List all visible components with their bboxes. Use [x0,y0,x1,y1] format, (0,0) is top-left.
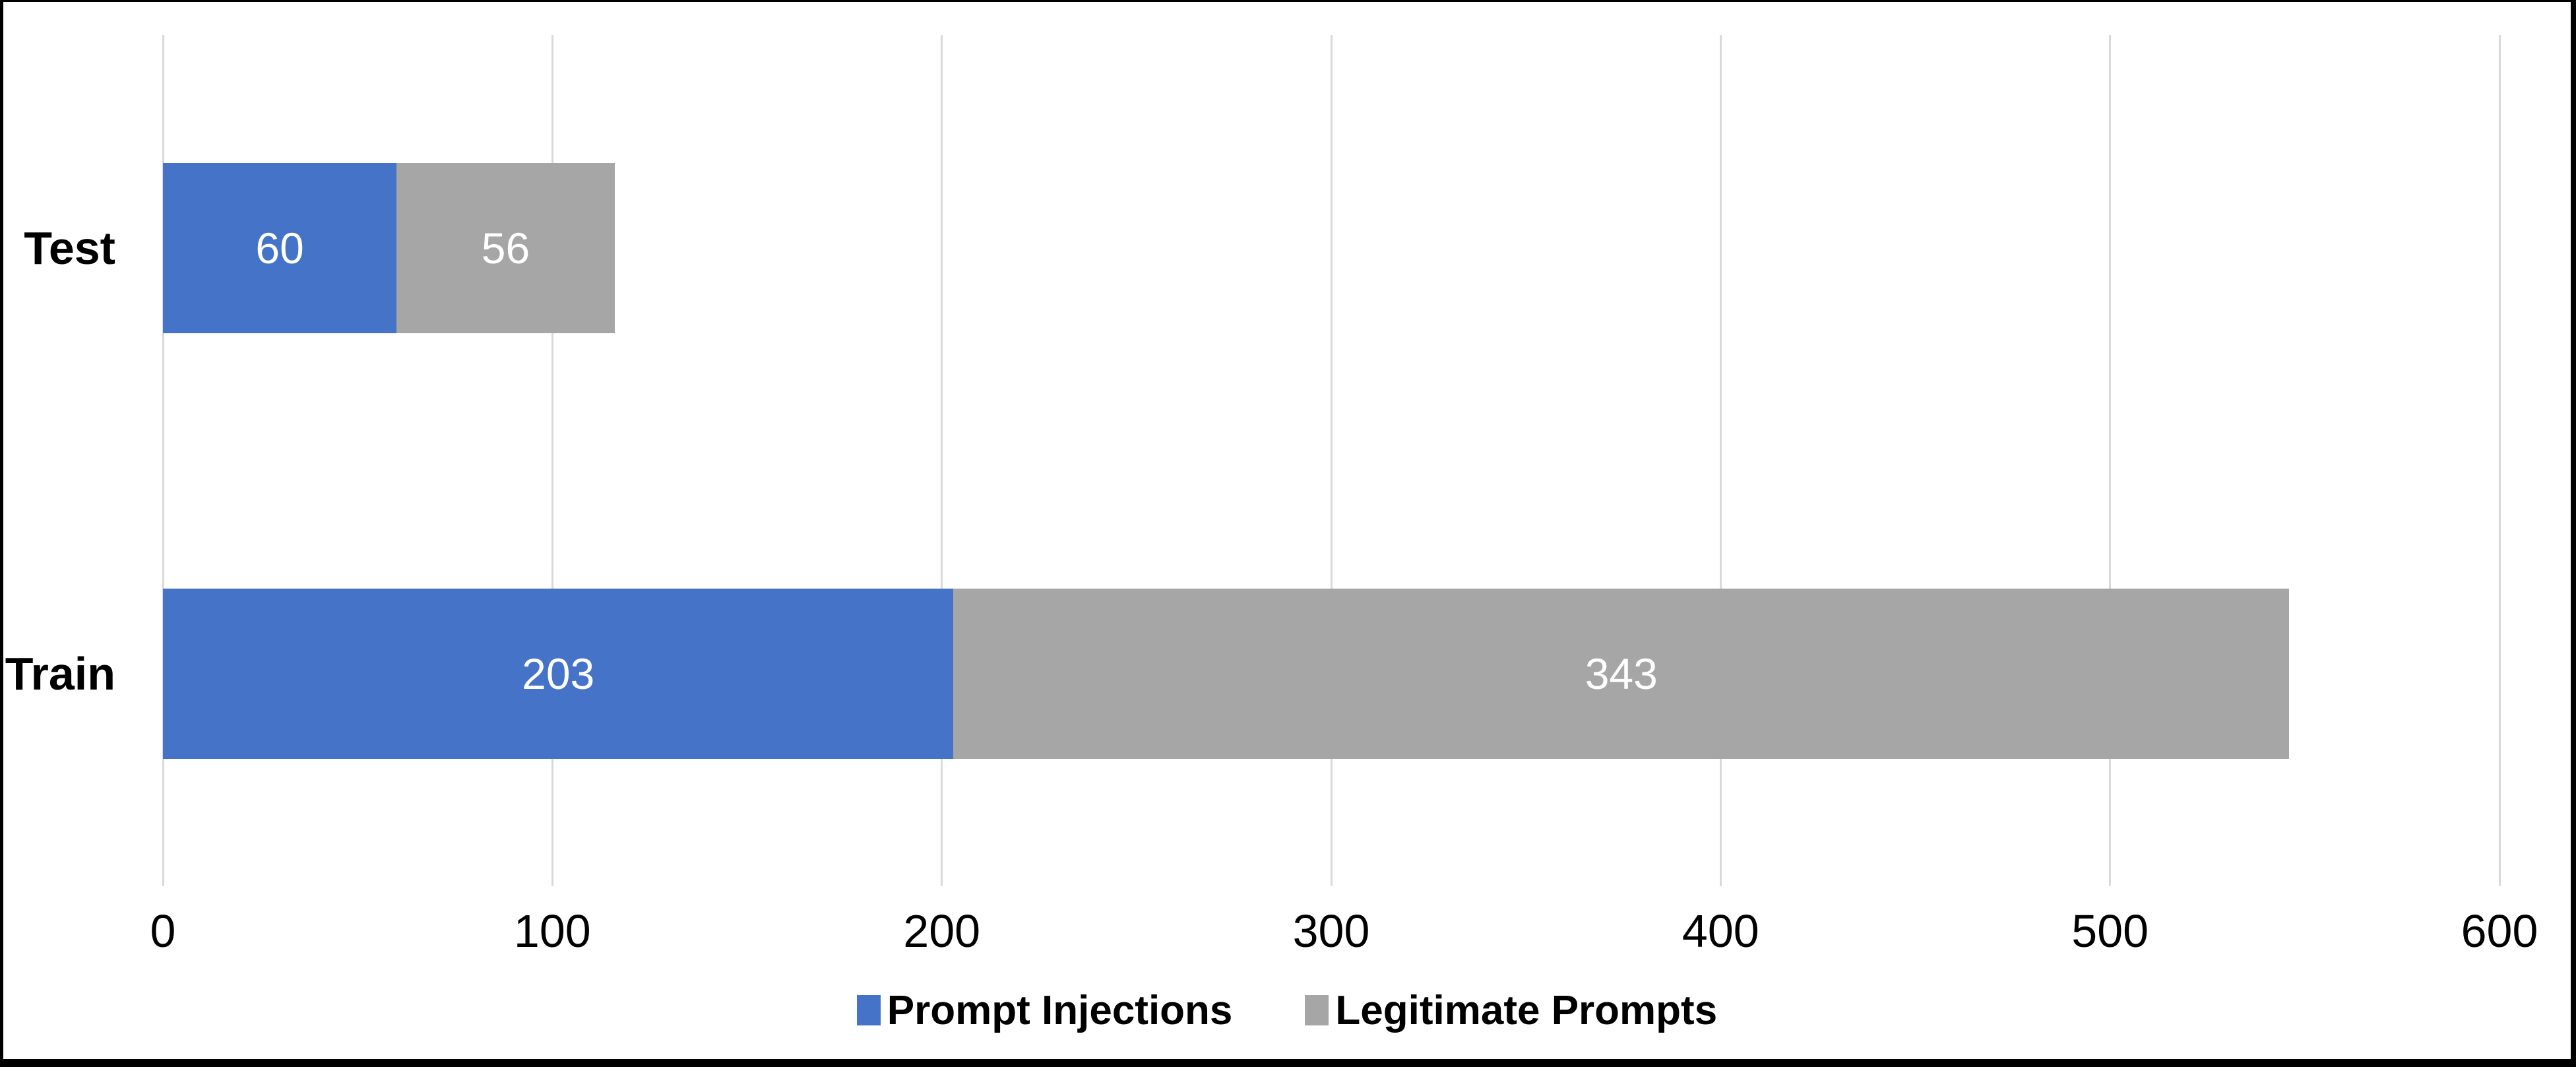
x-axis: 0 100 200 300 400 500 600 [150,886,2538,965]
category-band-test: 60 56 [163,35,2499,461]
x-tick-label: 600 [2461,905,2538,957]
gridline [162,35,164,886]
gridline [551,35,553,886]
gridline [941,35,943,886]
legend-marker-icon [1305,995,1329,1025]
legend-marker-icon [856,995,881,1025]
bar-segment: 60 [163,162,397,333]
bar-data-label: 60 [255,223,304,273]
legend-item: Legitimate Prompts [1305,987,1717,1034]
gridline [1719,35,1722,886]
y-axis-labels: Test Train [3,35,163,886]
bar-segment: 343 [953,588,2290,759]
gridline [1330,35,1333,886]
gridline [2498,35,2501,886]
bar-segment: 56 [396,162,615,333]
bar-data-label: 56 [481,223,530,273]
x-tick-label: 400 [1681,905,1759,957]
stacked-bar-train: 203 343 [163,588,2499,759]
bar-segment: 203 [163,588,954,759]
x-tick-label: 0 [150,905,176,957]
category-label-test: Test [24,222,115,274]
x-tick-label: 100 [513,905,591,957]
bar-data-label: 343 [1585,649,1658,698]
legend-label: Legitimate Prompts [1335,987,1718,1033]
category-band-train: 203 343 [163,461,2499,886]
stacked-bar-test: 60 56 [163,162,2499,333]
plot-area: 60 56 203 343 [162,35,2501,886]
legend-label: Prompt Injections [887,987,1233,1033]
x-tick-label: 300 [1292,905,1370,957]
x-tick-label: 200 [903,905,981,957]
bands: 60 56 203 343 [163,35,2499,886]
gridline [2109,35,2112,886]
bar-data-label: 203 [522,649,595,698]
legend-item: Prompt Injections [856,987,1233,1034]
x-tick-label: 500 [2071,905,2149,957]
category-label-train: Train [5,647,115,699]
legend: Prompt Injections Legitimate Prompts [3,980,2571,1041]
